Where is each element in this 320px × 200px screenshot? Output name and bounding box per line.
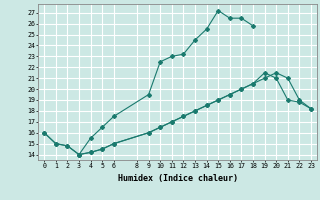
X-axis label: Humidex (Indice chaleur): Humidex (Indice chaleur) xyxy=(118,174,238,183)
